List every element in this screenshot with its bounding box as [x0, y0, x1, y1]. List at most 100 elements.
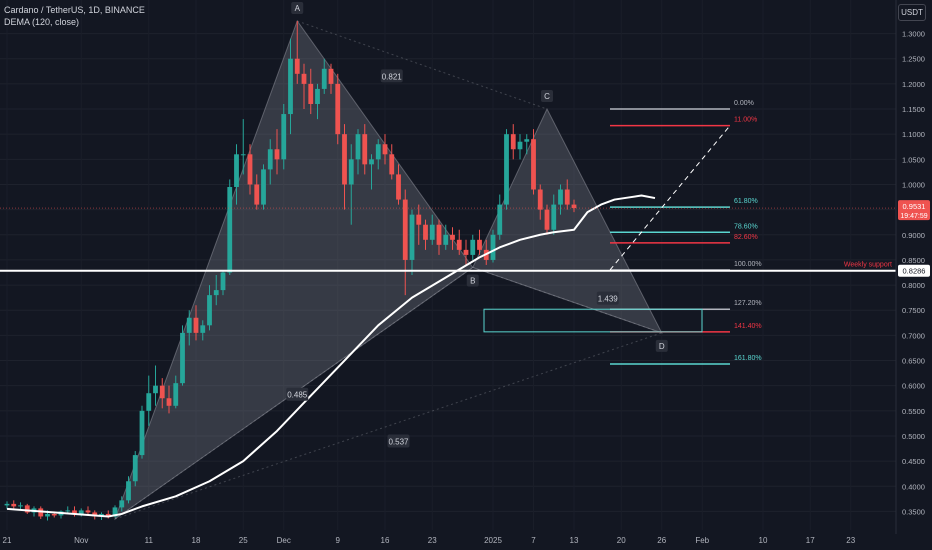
- candle-body: [207, 295, 212, 326]
- time-tick-label: 26: [657, 536, 666, 545]
- time-tick-label: 13: [570, 536, 579, 545]
- time-tick-label: 21: [3, 536, 12, 545]
- candle-body: [396, 174, 401, 200]
- price-tick-label: 1.2500: [902, 55, 925, 64]
- time-tick-label: 10: [759, 536, 768, 545]
- candle-body: [240, 154, 246, 156]
- candle-body: [450, 234, 455, 240]
- point-label-bg: [466, 274, 479, 287]
- fib-levels[interactable]: 0.00% 11.00% 61.80% 78.60% 82.60% 100.00% 127.…: [483, 100, 762, 365]
- candle-body: [112, 507, 118, 517]
- fib-label: 161.80%: [734, 355, 762, 362]
- candle-body: [409, 214, 415, 260]
- candle-body: [355, 134, 361, 160]
- time-tick-label: 23: [846, 536, 855, 545]
- time-tick-label: Dec: [277, 536, 291, 545]
- candle-body: [375, 144, 381, 160]
- dema-line-group: [6, 194, 656, 518]
- candle-body: [558, 189, 563, 205]
- price-tick-label: 0.3500: [902, 507, 925, 516]
- candle-body: [510, 134, 516, 150]
- fib-label: 82.60%: [734, 234, 758, 241]
- candle-body: [105, 513, 111, 517]
- candle-body: [159, 385, 165, 399]
- candle-body: [288, 58, 293, 115]
- candle-body: [119, 500, 125, 508]
- candle-body: [274, 149, 280, 160]
- candle-body: [38, 508, 44, 517]
- candle-body: [463, 249, 469, 255]
- candle-body: [126, 481, 131, 501]
- last-price-tag: [898, 200, 930, 221]
- dema-line: [6, 194, 656, 518]
- price-tick-label: 0.5000: [902, 432, 925, 441]
- fib-label: 78.60%: [734, 223, 758, 230]
- support-price-tag: [898, 264, 930, 277]
- projection-line: [609, 125, 731, 271]
- ratio-connector: [297, 20, 548, 110]
- indicator-label: DEMA (120, close): [4, 17, 80, 27]
- candle-body: [11, 503, 17, 507]
- candle-body: [85, 510, 91, 513]
- currency-button[interactable]: USDT: [898, 4, 926, 21]
- time-tick-label: 23: [428, 536, 437, 545]
- time-tick-label: 9: [336, 536, 341, 545]
- candle-body: [477, 239, 482, 250]
- price-tick-label: 0.7000: [902, 331, 925, 340]
- time-tick-label: 20: [617, 536, 626, 545]
- time-tick-label: 17: [806, 536, 815, 545]
- candle-body: [551, 204, 557, 230]
- candle-body: [92, 512, 98, 517]
- candle-body: [537, 189, 543, 210]
- price-tick-label: 0.5500: [902, 407, 925, 416]
- price-tick-label: 0.4500: [902, 457, 925, 466]
- candle-body: [72, 510, 77, 515]
- candle-body: [524, 139, 530, 142]
- fib-label: 100.00%: [734, 261, 762, 268]
- candle-body: [180, 332, 185, 384]
- ratio-connector: [114, 332, 662, 520]
- time-tick-label: Nov: [74, 536, 88, 545]
- point-label-a: A: [295, 4, 301, 13]
- candle-body: [429, 224, 435, 240]
- price-tick-label: 1.1000: [902, 130, 925, 139]
- candle-body: [213, 290, 219, 296]
- price-tick-label: 0.6000: [902, 382, 925, 391]
- ratio-label: 0.821: [382, 72, 403, 81]
- ratio-label-bg: [596, 291, 619, 305]
- price-tick-label: 1.0000: [902, 180, 925, 189]
- point-label-c: C: [544, 92, 550, 101]
- point-label-bg: [655, 339, 668, 352]
- candle-body: [247, 154, 253, 185]
- support-price-value: 0.8286: [903, 267, 926, 276]
- candle-body: [186, 317, 192, 333]
- candle-body: [234, 154, 239, 187]
- price-tick-label: 1.2000: [902, 80, 925, 89]
- ratio-label-bg: [380, 69, 403, 83]
- candle-body: [402, 199, 408, 260]
- candle-body: [362, 134, 368, 165]
- candle-body: [78, 510, 84, 515]
- price-tick-label: 0.6500: [902, 357, 925, 366]
- candle-body: [227, 186, 233, 273]
- price-tick-label: 1.1500: [902, 105, 925, 114]
- candle-body: [564, 189, 570, 205]
- candle-body: [173, 383, 179, 406]
- candle-body: [517, 141, 523, 150]
- price-tick-label: 0.9000: [902, 231, 925, 240]
- candle-body: [45, 513, 50, 517]
- candle-body: [294, 58, 300, 74]
- time-tick-label: 16: [381, 536, 390, 545]
- candle-body: [301, 73, 307, 84]
- candle-body: [18, 505, 23, 507]
- candle-body: [504, 134, 509, 205]
- candle-body: [456, 239, 462, 250]
- ratio-label-bg: [387, 434, 410, 448]
- time-tick-label: 7: [531, 536, 536, 545]
- ratio-label-bg: [286, 387, 309, 401]
- countdown-value: 19:47:59: [900, 213, 927, 220]
- last-price-value: 0.9531: [903, 202, 926, 211]
- candle-body: [497, 204, 503, 235]
- candle-body: [267, 149, 273, 170]
